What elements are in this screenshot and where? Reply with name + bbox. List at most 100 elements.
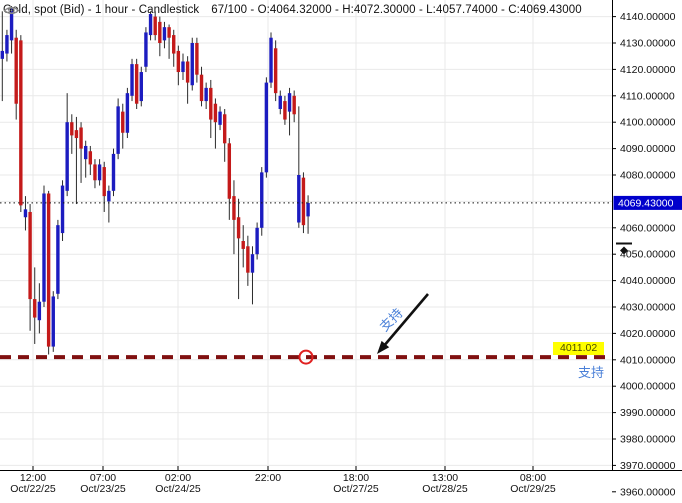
candle xyxy=(222,114,227,144)
price-axis-label: 4100.00000 xyxy=(620,117,676,129)
price-axis-label: 4050.00000 xyxy=(620,249,676,261)
candle xyxy=(116,106,120,154)
price-axis-label: 4140.00000 xyxy=(620,11,676,23)
candle xyxy=(121,111,125,133)
candle xyxy=(0,50,4,59)
date-axis-label: Oct/29/25 xyxy=(510,483,556,495)
price-axis-label: 3960.00000 xyxy=(620,486,676,498)
candle xyxy=(153,16,157,36)
candle xyxy=(287,93,292,112)
candle xyxy=(46,193,51,347)
candle xyxy=(269,37,273,83)
candle xyxy=(204,87,208,102)
candle xyxy=(144,32,148,67)
annotation-arrow[interactable] xyxy=(382,293,429,348)
candle xyxy=(9,8,14,41)
candle xyxy=(130,64,134,96)
support-price-label[interactable]: 4011.02 xyxy=(553,342,605,355)
current-price-value: 4069.43000 xyxy=(618,198,674,210)
price-axis-label: 3990.00000 xyxy=(620,407,676,419)
candle xyxy=(102,167,106,197)
candle xyxy=(74,130,79,139)
candle xyxy=(301,177,306,226)
date-axis-label: Oct/23/25 xyxy=(80,483,126,495)
price-axis-label: 4090.00000 xyxy=(620,143,676,155)
time-axis-label: 18:00 xyxy=(343,472,369,484)
time-axis-label: 13:00 xyxy=(432,472,458,484)
price-axis-label: 4080.00000 xyxy=(620,170,676,182)
axis-scroll-up-icon[interactable] xyxy=(620,246,628,251)
candle xyxy=(88,151,93,165)
current-price-tag xyxy=(613,195,682,210)
candle xyxy=(51,296,55,347)
price-axis-label: 4010.00000 xyxy=(620,354,676,366)
candle xyxy=(236,217,241,239)
candle xyxy=(83,145,88,160)
instrument-title: Gold, spot (Bid) - 1 hour - Candlestick xyxy=(3,4,200,16)
price-axis-label: 4040.00000 xyxy=(620,275,676,287)
candle xyxy=(14,37,18,104)
candle xyxy=(209,87,213,120)
time-axis-label: 22:00 xyxy=(255,472,281,484)
price-axis-label: 4110.00000 xyxy=(620,90,675,102)
candle xyxy=(42,193,46,302)
candle xyxy=(255,227,259,255)
candle xyxy=(70,122,74,136)
date-axis-label: Oct/24/25 xyxy=(155,483,201,495)
date-axis-label: Oct/22/25 xyxy=(10,483,56,495)
candle xyxy=(60,185,65,234)
candle xyxy=(139,72,143,102)
candle xyxy=(218,111,222,125)
chart-title: Gold, spot (Bid) - 1 hour - Candlestick … xyxy=(3,4,582,16)
candle xyxy=(167,27,171,38)
candle xyxy=(232,196,236,220)
price-axis-label: 3970.00000 xyxy=(620,460,676,472)
candle xyxy=(260,172,264,228)
candle xyxy=(190,43,194,86)
price-axis-label: 4120.00000 xyxy=(620,64,676,76)
candle xyxy=(134,64,139,104)
date-axis-label: Oct/28/25 xyxy=(422,483,468,495)
time-axis-label: 08:00 xyxy=(520,472,546,484)
price-axis-label: 4000.00000 xyxy=(620,381,676,393)
candle xyxy=(241,241,245,249)
candle xyxy=(79,127,83,149)
candle xyxy=(264,82,269,173)
candle xyxy=(306,202,310,217)
annotation-arrow-head[interactable] xyxy=(377,340,390,354)
axis-scroll-down-icon[interactable] xyxy=(620,250,628,255)
candle xyxy=(23,209,28,218)
date-axis-label: Oct/27/25 xyxy=(333,483,379,495)
support-annotation-text[interactable]: 支持 xyxy=(578,365,605,380)
candle xyxy=(111,153,116,191)
candle xyxy=(172,35,176,54)
support-line-handle[interactable] xyxy=(298,349,314,365)
price-axis-label: 4020.00000 xyxy=(620,328,676,340)
candle xyxy=(213,103,218,123)
candle xyxy=(292,95,296,115)
candle xyxy=(246,246,250,273)
candle xyxy=(148,13,153,36)
candle xyxy=(162,27,167,41)
candle xyxy=(297,175,301,223)
time-axis-label: 07:00 xyxy=(90,472,116,484)
candle xyxy=(195,43,199,75)
candle xyxy=(65,122,69,191)
candle xyxy=(199,74,204,102)
candle xyxy=(33,299,37,318)
candle xyxy=(125,93,130,133)
bar-ohlc-info: 67/100 - O:4064.32000 - H:4072.30000 - L… xyxy=(211,4,582,16)
candle xyxy=(181,61,185,73)
candle xyxy=(273,48,278,94)
candle xyxy=(28,211,32,300)
candle xyxy=(250,254,255,273)
price-axis-label: 4060.00000 xyxy=(620,222,676,234)
candle xyxy=(185,61,190,83)
candle xyxy=(93,164,97,181)
candle xyxy=(278,95,282,109)
candle xyxy=(283,101,287,120)
candle xyxy=(176,50,181,73)
time-axis-label: 12:00 xyxy=(20,472,46,484)
price-axis-label: 4130.00000 xyxy=(620,38,676,50)
